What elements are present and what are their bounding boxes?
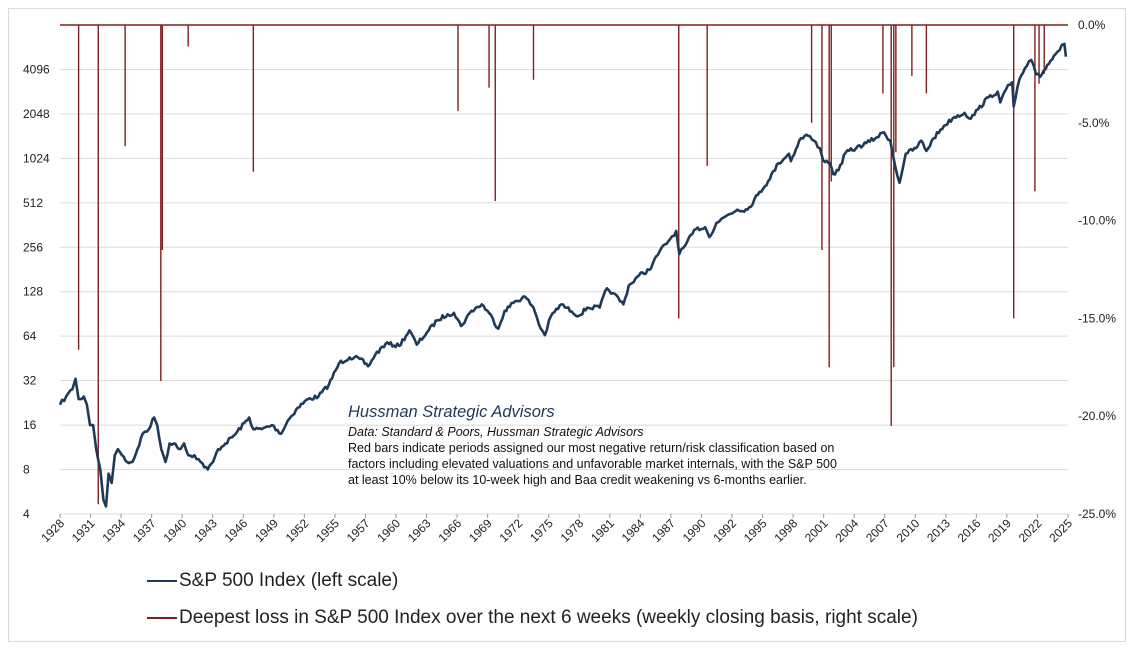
annotation-source: Data: Standard & Poors, Hussman Strategi… [348, 425, 644, 439]
legend-label: Deepest loss in S&P 500 Index over the n… [179, 607, 918, 628]
right-tick-label: -25.0% [1078, 507, 1116, 521]
x-tick-label: 2004 [833, 516, 862, 545]
x-tick-label: 1984 [619, 516, 648, 545]
x-tick-label: 1931 [69, 516, 98, 545]
right-tick-label: -5.0% [1078, 116, 1110, 130]
x-tick-label: 1955 [313, 516, 342, 545]
legend-item-loss: Deepest loss in S&P 500 Index over the n… [147, 607, 918, 629]
x-tick-label: 1966 [435, 516, 464, 545]
x-tick-label: 1937 [130, 516, 159, 545]
left-tick-label: 128 [23, 285, 43, 299]
x-tick-label: 1957 [344, 516, 373, 545]
x-tick-label: 2016 [955, 516, 984, 545]
left-tick-label: 16 [23, 418, 37, 432]
x-axis: 1928 1931 1934 1937 1940 1943 1946 1949 1952 1955… [38, 514, 1075, 545]
x-tick-label: 1952 [283, 516, 312, 545]
loss-bars [60, 24, 1068, 505]
chart-frame [8, 8, 1126, 642]
left-tick-label: 4 [23, 507, 30, 521]
annotation-title: Hussman Strategic Advisors [348, 403, 555, 421]
left-axis: 4 8 16 32 64 128 256 512 1024 2048 4096 [23, 62, 50, 521]
x-tick-label: 1975 [527, 516, 556, 545]
x-tick-label: 1981 [588, 516, 617, 545]
annotation-note: Red bars indicate periods assigned our m… [348, 440, 1008, 488]
legend-item-sp500: S&P 500 Index (left scale) [147, 570, 398, 592]
x-tick-label: 2019 [985, 516, 1014, 545]
right-tick-label: -20.0% [1078, 409, 1116, 423]
left-tick-label: 1024 [23, 151, 50, 165]
x-tick-label: 1928 [38, 516, 67, 545]
annotation-note-line: at least 10% below its 10-week high and … [348, 473, 807, 487]
left-tick-label: 32 [23, 374, 37, 388]
legend-line-swatch [147, 617, 177, 619]
x-tick-label: 1943 [191, 516, 220, 545]
left-tick-label: 64 [23, 329, 37, 343]
x-tick-label: 2001 [802, 516, 831, 545]
annotation-note-line: Red bars indicate periods assigned our m… [348, 441, 835, 455]
x-tick-label: 2025 [1046, 516, 1075, 545]
legend-line-swatch [147, 580, 177, 582]
x-tick-label: 1940 [161, 516, 190, 545]
right-axis: 0.0% -5.0% -10.0% -15.0% -20.0% -25.0% [1078, 18, 1116, 521]
x-tick-label: 1992 [710, 516, 739, 545]
x-tick-label: 1946 [222, 516, 251, 545]
x-tick-label: 2022 [1016, 516, 1045, 545]
left-tick-label: 512 [23, 196, 43, 210]
left-tick-label: 8 [23, 463, 30, 477]
sp500-line [58, 42, 1068, 508]
x-tick-label: 1972 [497, 516, 526, 545]
legend-label: S&P 500 Index (left scale) [179, 570, 399, 591]
x-tick-label: 1963 [405, 516, 434, 545]
x-tick-label: 1978 [558, 516, 587, 545]
x-tick-label: 1969 [466, 516, 495, 545]
x-tick-label: 1960 [374, 516, 403, 545]
x-tick-label: 2007 [863, 516, 892, 545]
x-tick-label: 2013 [924, 516, 953, 545]
x-tick-label: 1949 [252, 516, 281, 545]
annotation-box: Hussman Strategic Advisors Data: Standar… [348, 403, 1008, 488]
right-tick-label: -10.0% [1078, 214, 1116, 228]
left-tick-label: 4096 [23, 62, 50, 76]
left-tick-label: 2048 [23, 107, 50, 121]
x-tick-label: 1995 [741, 516, 770, 545]
annotation-note-line: factors including elevated valuations an… [348, 457, 837, 471]
x-tick-label: 1998 [771, 516, 800, 545]
left-tick-label: 256 [23, 240, 43, 254]
x-tick-label: 1990 [680, 516, 709, 545]
x-tick-label: 2010 [894, 516, 923, 545]
x-tick-label: 1934 [99, 516, 128, 545]
x-tick-label: 1987 [649, 516, 678, 545]
right-tick-label: -15.0% [1078, 311, 1116, 325]
right-tick-label: 0.0% [1078, 18, 1106, 32]
